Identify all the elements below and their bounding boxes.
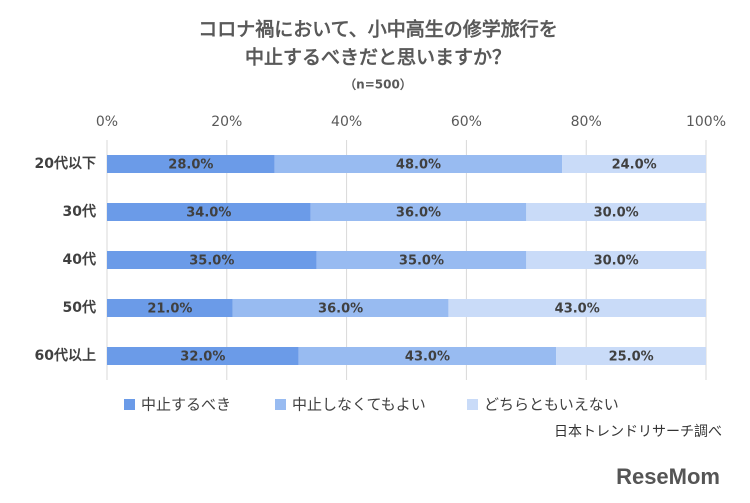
value-label: 30.0% bbox=[594, 254, 639, 269]
x-tick-label: 20% bbox=[211, 114, 242, 130]
value-label: 48.0% bbox=[396, 158, 441, 173]
legend-label: 中止しなくてもよい bbox=[292, 396, 426, 414]
bar-segment bbox=[310, 203, 527, 221]
bar-segment bbox=[298, 347, 557, 365]
y-tick-label: 20代以下 bbox=[35, 155, 96, 172]
legend-swatch bbox=[275, 399, 286, 410]
x-tick-label: 0% bbox=[96, 114, 118, 130]
bar-segment bbox=[556, 347, 706, 365]
x-tick-label: 60% bbox=[451, 114, 482, 130]
bar-segment bbox=[232, 299, 449, 317]
value-label: 36.0% bbox=[318, 302, 363, 317]
source: 日本トレンドリサーチ調べ bbox=[554, 424, 722, 440]
bar-segment bbox=[107, 347, 299, 365]
value-label: 35.0% bbox=[189, 254, 234, 269]
value-label: 21.0% bbox=[147, 302, 192, 317]
bar-segment bbox=[107, 299, 233, 317]
bar-segment bbox=[526, 203, 706, 221]
value-label: 35.0% bbox=[399, 254, 444, 269]
bar-segment bbox=[107, 251, 317, 269]
subtitle: （n=500） bbox=[344, 77, 412, 92]
value-label: 28.0% bbox=[168, 158, 213, 173]
x-tick-label: 40% bbox=[331, 114, 362, 130]
value-label: 30.0% bbox=[594, 206, 639, 221]
x-tick-label: 100% bbox=[686, 114, 726, 130]
bar-segment bbox=[526, 251, 706, 269]
bar-segment bbox=[274, 155, 563, 173]
value-label: 43.0% bbox=[555, 302, 600, 317]
legend-swatch bbox=[124, 399, 135, 410]
y-tick-label: 60代以上 bbox=[35, 347, 96, 364]
chart-title: コロナ禍において、小中高生の修学旅行を bbox=[198, 18, 557, 41]
value-label: 43.0% bbox=[405, 350, 450, 365]
value-label: 32.0% bbox=[180, 350, 225, 365]
bar-segment bbox=[448, 299, 706, 317]
chart-title: 中止するべきだと思いますか？ bbox=[245, 46, 511, 69]
value-label: 34.0% bbox=[186, 206, 231, 221]
value-label: 25.0% bbox=[609, 350, 654, 365]
bar-segment bbox=[107, 155, 275, 173]
legend-swatch bbox=[467, 399, 478, 410]
legend-label: どちらともいえない bbox=[484, 396, 619, 414]
y-tick-label: 40代 bbox=[63, 251, 96, 268]
bar-segment bbox=[107, 203, 311, 221]
y-tick-label: 50代 bbox=[63, 299, 96, 316]
bar-segment bbox=[562, 155, 706, 173]
bar-segment bbox=[316, 251, 527, 269]
x-tick-label: 80% bbox=[571, 114, 602, 130]
legend-label: 中止するべき bbox=[141, 396, 231, 414]
watermark: ReseMom bbox=[616, 464, 720, 489]
value-label: 36.0% bbox=[396, 206, 441, 221]
value-label: 24.0% bbox=[612, 158, 657, 173]
y-tick-label: 30代 bbox=[63, 203, 96, 220]
